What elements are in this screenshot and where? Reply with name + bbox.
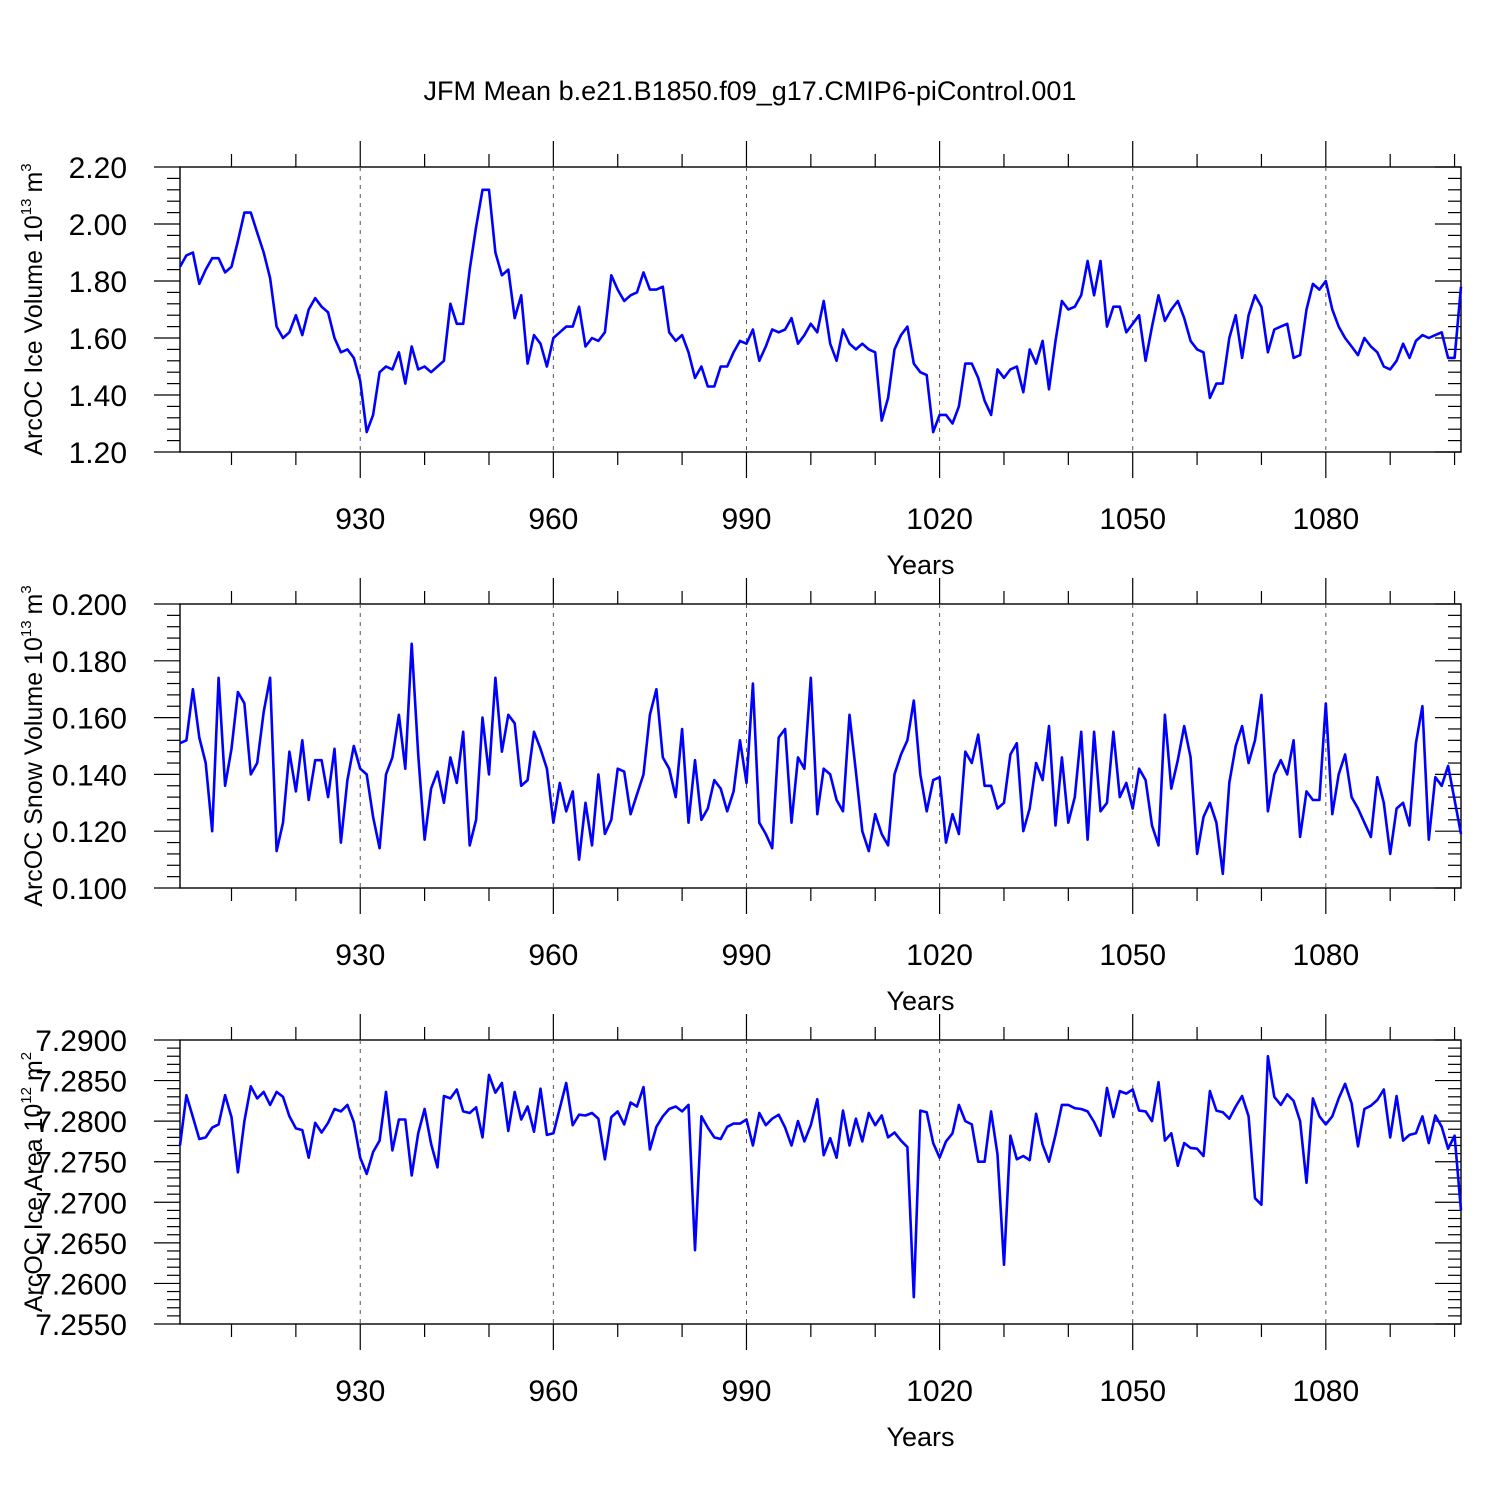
y-tick-label: 1.40 — [69, 380, 127, 413]
y-axis-label-unit-exponent: 2 — [18, 1052, 35, 1060]
y-axis-label-exponent: 13 — [18, 620, 35, 637]
chart-title: JFM Mean b.e21.B1850.f09_g17.CMIP6-piCon… — [424, 76, 1077, 106]
y-axis-label: ArcOC Ice Area 1012 m2 — [18, 1052, 48, 1312]
y-axis-label-main: ArcOC Ice Area 10 — [20, 1104, 48, 1312]
x-tick-label: 1020 — [906, 1375, 973, 1408]
x-tick-label: 990 — [721, 1375, 771, 1408]
y-tick-label: 0.200 — [52, 589, 127, 622]
y-axis-label-unit-exponent: 3 — [18, 585, 35, 593]
x-tick-label: 960 — [528, 939, 578, 972]
y-axis-label-unit: m — [20, 172, 48, 193]
x-tick-label: 1080 — [1292, 939, 1359, 972]
y-tick-label: 2.20 — [69, 152, 127, 185]
x-tick-label: 1080 — [1292, 1375, 1359, 1408]
y-axis-label: ArcOC Ice Volume 1013 m3 — [18, 163, 48, 455]
y-axis-label-unit: m — [20, 1060, 48, 1081]
y-tick-label: 7.2800 — [35, 1106, 127, 1139]
x-tick-label: 1020 — [906, 939, 973, 972]
y-tick-label: 0.160 — [52, 703, 127, 736]
x-tick-label: 1080 — [1292, 503, 1359, 536]
x-tick-label: 1050 — [1099, 1375, 1166, 1408]
y-axis-label-exponent: 12 — [18, 1087, 35, 1104]
chart-panel-1: 930 960 990 1020 1050 1080 1.20 1.40 1.60 1.80 2.0… — [18, 141, 1463, 580]
series-line — [178, 1054, 1463, 1299]
y-tick-label: 0.180 — [52, 646, 127, 679]
y-tick-label: 2.00 — [69, 209, 127, 242]
x-tick-label: 930 — [335, 1375, 385, 1408]
y-axis-label: ArcOC Snow Volume 1013 m3 — [18, 585, 48, 906]
x-axis-label: Years — [886, 550, 954, 580]
chart-panel-3: 930 960 990 1020 1050 1080 7.2550 7.2600 7.2650 7… — [18, 1014, 1463, 1452]
y-tick-label: 7.2900 — [35, 1025, 127, 1058]
y-tick-label: 0.100 — [52, 873, 127, 906]
y-axis-label-unit-exponent: 3 — [18, 163, 35, 171]
series-line — [179, 642, 1463, 876]
x-tick-label: 930 — [335, 503, 385, 536]
x-tick-label: 990 — [721, 503, 771, 536]
y-tick-label: 7.2600 — [35, 1268, 127, 1301]
plot-frame — [179, 1039, 1462, 1325]
series-line — [178, 188, 1463, 434]
x-axis-label: Years — [886, 986, 954, 1016]
y-axis-label-unit: m — [20, 594, 48, 615]
y-tick-label: 7.2750 — [35, 1147, 127, 1180]
y-tick-label: 1.80 — [69, 266, 127, 299]
y-tick-label: 7.2550 — [35, 1309, 127, 1342]
y-tick-label: 1.20 — [69, 437, 127, 470]
x-tick-label: 960 — [528, 503, 578, 536]
x-tick-label: 930 — [335, 939, 385, 972]
y-axis-label-exponent: 13 — [18, 199, 35, 216]
x-tick-label: 990 — [721, 939, 771, 972]
y-tick-label: 0.140 — [52, 759, 127, 792]
x-axis-label: Years — [886, 1422, 954, 1452]
y-tick-label: 1.60 — [69, 323, 127, 356]
plot-frame — [179, 603, 1462, 889]
y-axis-label-main: ArcOC Snow Volume 10 — [20, 637, 48, 907]
x-tick-label: 1050 — [1099, 503, 1166, 536]
x-tick-label: 1020 — [906, 503, 973, 536]
chart-panel-2: 930 960 990 1020 1050 1080 0.100 0.120 0.140 0.16… — [18, 578, 1463, 1016]
plot-frame — [179, 166, 1462, 453]
y-tick-label: 7.2650 — [35, 1228, 127, 1261]
y-tick-label: 0.120 — [52, 816, 127, 849]
y-axis-label-main: ArcOC Ice Volume 10 — [20, 215, 48, 455]
y-tick-label: 7.2700 — [35, 1187, 127, 1220]
y-tick-label: 7.2850 — [35, 1066, 127, 1099]
x-tick-label: 960 — [528, 1375, 578, 1408]
x-tick-label: 1050 — [1099, 939, 1166, 972]
